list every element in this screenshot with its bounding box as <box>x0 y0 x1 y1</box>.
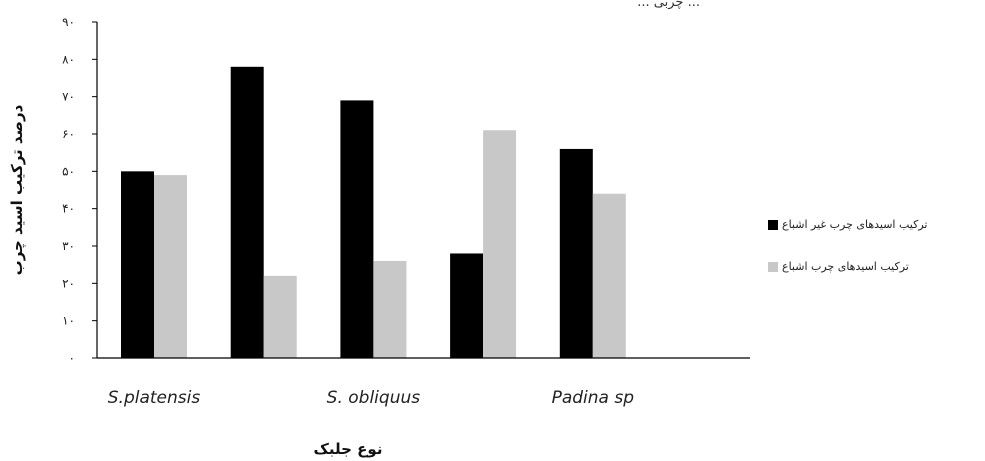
y-tick-label: ۶۰ <box>62 127 75 141</box>
y-axis-title: درصد ترکیب اسید چرب <box>8 104 27 275</box>
x-axis-tick-labels: S.platensis S. obliquus Padina sp <box>108 388 634 408</box>
bar-series-1-cat-5 <box>559 148 593 358</box>
bar-series-2-cat-3 <box>373 260 407 358</box>
bar-series-2-cat-5 <box>592 193 626 358</box>
bar-series-1-cat-1 <box>121 171 154 358</box>
legend-label-2: ترکیب اسیدهای چرب اشباع <box>782 260 909 273</box>
y-tick-label: ۸۰ <box>62 52 75 66</box>
legend-swatch-2 <box>768 262 778 272</box>
legend-label-1: ترکیب اسیدهای چرب غیر اشباع <box>782 218 927 231</box>
legend-swatch-1 <box>768 220 778 230</box>
x-axis-title: نوع جلبک <box>314 440 383 458</box>
bar-series-2-cat-2 <box>263 275 297 358</box>
x-tick-label: S.platensis <box>108 388 201 408</box>
bar-series-2-cat-4 <box>483 130 517 358</box>
y-tick-label: ۱۰ <box>62 314 75 328</box>
bar-series-1-cat-2 <box>230 66 264 359</box>
y-tick-label: ۵۰ <box>62 164 75 178</box>
y-tick-label: ۳۰ <box>62 239 75 253</box>
y-tick-label: ۲۰ <box>62 276 75 290</box>
bar-series-1-cat-3 <box>340 100 374 359</box>
y-tick-label: ۷۰ <box>62 90 75 104</box>
bar-series-2-cat-1 <box>154 175 187 358</box>
top-caption: ... چربی ... <box>637 0 700 10</box>
x-tick-label: Padina sp <box>552 388 635 408</box>
y-axis-ticks: ۰ ۱۰ ۲۰ ۳۰ ۴۰ ۵۰ ۶۰ ۷۰ ۸۰ ۹۰ <box>62 15 97 365</box>
bar-series-1-cat-4 <box>450 253 484 358</box>
y-tick-label: ۹۰ <box>62 15 75 29</box>
y-tick-label: ۰ <box>69 351 75 365</box>
bars <box>121 66 626 359</box>
x-tick-label: S. obliquus <box>327 388 421 408</box>
legend: ترکیب اسیدهای چرب غیر اشباع ترکیب اسیدهای… <box>768 218 927 273</box>
y-tick-label: ۴۰ <box>62 202 75 216</box>
